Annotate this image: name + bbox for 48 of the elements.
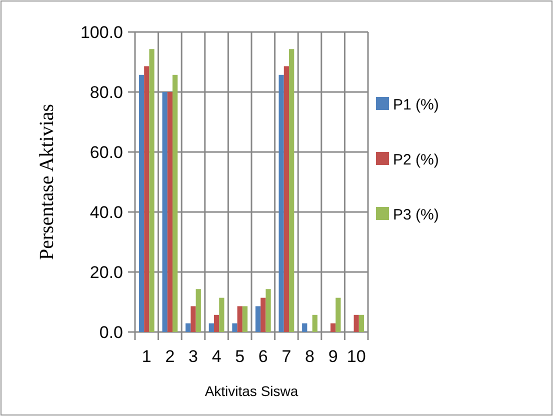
y-tick-label: 80.0: [90, 82, 123, 102]
y-tick-label: 20.0: [90, 262, 123, 282]
y-tick-label: 0.0: [99, 322, 123, 342]
legend-label: P2 (%): [393, 151, 439, 168]
bar: [330, 323, 336, 332]
bar: [237, 306, 242, 332]
bar: [172, 74, 178, 332]
bar: [312, 314, 318, 332]
legend-label: P3 (%): [393, 206, 439, 224]
bar: [144, 66, 150, 332]
x-tick-label: 8: [305, 347, 314, 366]
bar: [358, 314, 364, 332]
bar: [232, 323, 238, 332]
bar: [289, 49, 294, 332]
x-tick-label: 3: [188, 347, 198, 366]
x-tick-label: 5: [235, 347, 245, 366]
x-tick-label: 4: [212, 347, 222, 366]
bar: [255, 306, 261, 332]
bar: [186, 323, 191, 332]
bar: [214, 314, 220, 332]
x-tick-label: 9: [328, 347, 338, 366]
x-tick-label: 6: [258, 347, 268, 366]
legend-label: P1 (%): [393, 96, 439, 114]
bar: [278, 74, 284, 332]
bar: [219, 298, 224, 332]
bar: [302, 323, 308, 332]
bar: [354, 314, 359, 332]
x-tick-label: 2: [165, 347, 175, 366]
y-axis-title: Persentase Aktivias: [36, 104, 58, 260]
x-tick-label: 7: [282, 347, 292, 366]
y-tick-label: 60.0: [90, 142, 123, 162]
bar: [190, 306, 196, 332]
x-tick-label: 1: [142, 347, 152, 366]
x-tick-label: 10: [346, 347, 366, 366]
bar: [138, 74, 144, 332]
bar: [336, 298, 341, 332]
x-axis-title: Aktivitas Siswa: [204, 383, 298, 399]
y-tick-label: 40.0: [90, 202, 123, 222]
bar: [266, 289, 271, 332]
bar: [196, 289, 201, 332]
bar: [284, 66, 290, 332]
bar: [260, 298, 266, 332]
bar: [162, 92, 168, 332]
bar: [167, 92, 173, 332]
bar: [149, 49, 154, 332]
bar: [242, 306, 248, 332]
bar: [208, 323, 214, 332]
y-tick-label: 100.0: [80, 22, 123, 42]
